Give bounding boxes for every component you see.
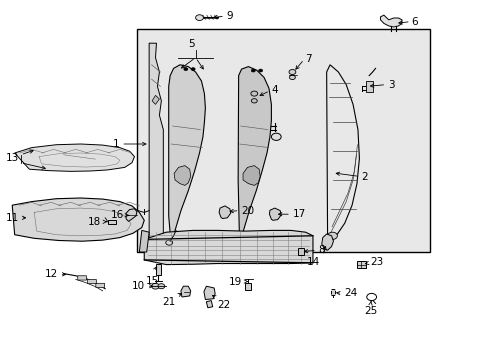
Polygon shape <box>107 220 116 224</box>
Polygon shape <box>245 283 251 290</box>
Polygon shape <box>144 230 312 265</box>
Polygon shape <box>149 43 163 245</box>
Circle shape <box>258 69 262 72</box>
Circle shape <box>251 69 255 72</box>
Text: 4: 4 <box>271 85 278 95</box>
Polygon shape <box>139 230 149 252</box>
Polygon shape <box>155 264 161 275</box>
FancyBboxPatch shape <box>96 283 104 288</box>
Circle shape <box>289 75 295 80</box>
Text: 7: 7 <box>305 54 311 64</box>
Polygon shape <box>15 144 134 171</box>
Text: 9: 9 <box>225 11 232 21</box>
Circle shape <box>271 133 281 140</box>
Text: 23: 23 <box>370 257 383 267</box>
Circle shape <box>251 99 257 103</box>
Circle shape <box>151 283 159 289</box>
Text: 18: 18 <box>87 217 101 227</box>
Text: 19: 19 <box>229 276 242 287</box>
Polygon shape <box>365 81 372 92</box>
Text: 11: 11 <box>5 213 19 223</box>
Text: 14: 14 <box>306 257 320 267</box>
Text: 17: 17 <box>292 209 305 219</box>
Polygon shape <box>321 234 333 250</box>
Polygon shape <box>152 95 159 104</box>
Text: 24: 24 <box>343 288 356 298</box>
Text: 12: 12 <box>44 269 58 279</box>
Polygon shape <box>206 301 212 308</box>
Text: 8: 8 <box>317 245 324 255</box>
Circle shape <box>327 232 337 239</box>
Circle shape <box>191 68 195 71</box>
Polygon shape <box>174 166 190 185</box>
Text: 5: 5 <box>188 39 195 49</box>
Bar <box>137 29 429 252</box>
FancyBboxPatch shape <box>87 279 96 284</box>
Text: 3: 3 <box>387 80 394 90</box>
Polygon shape <box>356 261 365 268</box>
Circle shape <box>250 91 257 96</box>
Text: 10: 10 <box>132 281 145 291</box>
FancyBboxPatch shape <box>78 276 86 280</box>
Text: 22: 22 <box>217 300 230 310</box>
Polygon shape <box>238 67 271 245</box>
Text: 13: 13 <box>5 153 19 163</box>
Polygon shape <box>126 209 137 221</box>
Text: 1: 1 <box>113 139 120 149</box>
Text: 21: 21 <box>162 297 175 307</box>
Polygon shape <box>330 289 335 295</box>
Polygon shape <box>168 65 205 245</box>
Text: 15: 15 <box>145 276 159 287</box>
Text: 2: 2 <box>360 172 367 182</box>
Polygon shape <box>181 286 190 297</box>
Circle shape <box>183 68 187 71</box>
Polygon shape <box>380 15 401 27</box>
Polygon shape <box>203 286 215 300</box>
Circle shape <box>288 69 295 75</box>
Circle shape <box>158 284 164 289</box>
Circle shape <box>195 15 203 21</box>
Polygon shape <box>269 208 281 220</box>
Text: 25: 25 <box>363 306 377 316</box>
Text: 6: 6 <box>411 17 418 27</box>
Polygon shape <box>12 198 144 241</box>
Polygon shape <box>219 206 230 219</box>
Text: 20: 20 <box>241 206 254 216</box>
Text: 16: 16 <box>111 210 124 220</box>
Polygon shape <box>243 166 260 185</box>
Polygon shape <box>298 248 304 255</box>
